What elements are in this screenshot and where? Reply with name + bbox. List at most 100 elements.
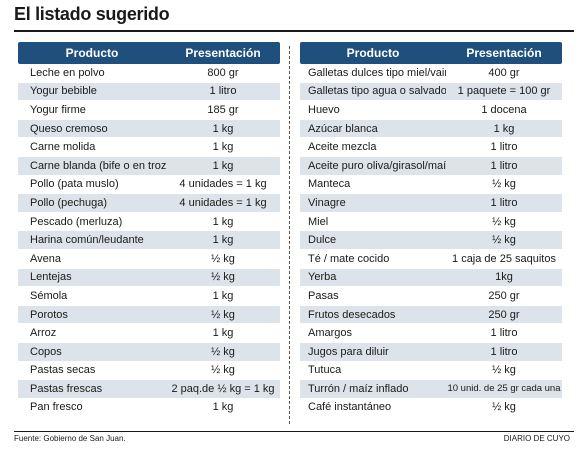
presentation-cell: ½ kg [492, 364, 516, 377]
table-row: Pollo (pechuga) 4 unidades = 1 kg [18, 194, 280, 213]
left-table-header: Producto Presentación [18, 42, 280, 64]
table-row: Turrón / maíz inflado 10 unid. de 25 gr c… [300, 380, 562, 399]
table-row: Té / mate cocido 1 caja de 25 saquitos [300, 250, 562, 269]
presentation-cell: 4 unidades = 1 kg [179, 178, 267, 191]
product-cell: Café instantáneo [308, 401, 392, 414]
table-row: Amargos 1 litro [300, 324, 562, 343]
presentation-cell: 1kg [495, 271, 513, 284]
product-cell: Yerba [308, 271, 337, 284]
product-cell: Dulce [308, 234, 337, 247]
presentation-cell: 1 paquete = 100 gr [457, 85, 551, 98]
presentation-cell: 1 kg [212, 234, 234, 247]
presentation-cell: ½ kg [211, 345, 235, 358]
table-row: Carne molida 1 kg [18, 138, 280, 157]
presentation-cell: 1 litro [209, 85, 237, 98]
product-cell: Vinagre [308, 196, 346, 209]
table-row: Carne blanda (bife o en trozo) 1 kg [18, 156, 280, 176]
left-table: Producto Presentación Leche en polvo 800 … [18, 42, 280, 418]
presentation-cell: ½ kg [211, 271, 235, 284]
table-row: Dulce ½ kg [300, 231, 562, 250]
table-row: Pollo (pata muslo) 4 unidades = 1 kg [18, 176, 280, 195]
table-row: Queso cremoso 1 kg [18, 119, 280, 139]
table-row: Avena ½ kg [18, 250, 280, 269]
product-cell: Pan fresco [30, 401, 83, 414]
table-row: Frutos desecados 250 gr [300, 305, 562, 325]
product-cell: Pastas secas [30, 364, 96, 377]
table-row: Sémola 1 kg [18, 287, 280, 306]
presentation-cell: 1 kg [212, 289, 234, 302]
presentation-cell: 1 kg [212, 159, 234, 172]
right-table: Producto Presentación Galletas dulces ti… [300, 42, 562, 418]
product-cell: Miel [308, 215, 329, 228]
table-row: Galletas dulces tipo miel/vainillas 400 g… [300, 64, 562, 83]
column-header-presentation: Presentación [185, 46, 261, 60]
product-cell: Sémola [30, 289, 68, 302]
table-row: Yogur bebible 1 litro [18, 82, 280, 102]
presentation-cell: 2 paq.de ½ kg = 1 kg [171, 382, 275, 395]
presentation-cell: 1 litro [490, 327, 518, 340]
presentation-cell: ½ kg [211, 252, 235, 265]
product-cell: Queso cremoso [30, 122, 108, 135]
product-cell: Jugos para diluir [308, 345, 389, 358]
presentation-cell: 1 litro [490, 141, 518, 154]
source-note: Fuente: Gobierno de San Juan. [14, 434, 126, 443]
table-row: Tutuca ½ kg [300, 362, 562, 381]
table-row: Harina común/leudante 1 kg [18, 231, 280, 250]
presentation-cell: ½ kg [211, 308, 235, 321]
product-cell: Pasas [308, 289, 339, 302]
column-header-product: Producto [346, 46, 400, 60]
right-table-body: Galletas dulces tipo miel/vainillas 400 g… [300, 64, 562, 418]
product-cell: Azúcar blanca [308, 122, 378, 135]
title-divider [14, 30, 574, 32]
product-cell: Lentejas [30, 271, 72, 284]
product-cell: Leche en polvo [30, 66, 105, 79]
table-row: Porotos ½ kg [18, 305, 280, 325]
product-cell: Carne molida [30, 141, 96, 154]
presentation-cell: 1 litro [490, 196, 518, 209]
table-row: Galletas tipo agua o salvado 1 paquete = … [300, 82, 562, 102]
table-row: Café instantáneo ½ kg [300, 399, 562, 418]
presentation-cell: 4 unidades = 1 kg [179, 196, 267, 209]
presentation-cell: 1 caja de 25 saquitos [452, 252, 556, 265]
table-row: Miel ½ kg [300, 213, 562, 232]
table-row: Aceite puro oliva/girasol/maíz 1 litro [300, 156, 562, 176]
presentation-cell: 1 kg [212, 215, 234, 228]
presentation-cell: ½ kg [492, 401, 516, 414]
product-cell: Pastas frescas [30, 382, 103, 395]
product-cell: Yogur firme [30, 103, 86, 116]
left-table-body: Leche en polvo 800 gr Yogur bebible 1 litro… [18, 64, 280, 418]
table-row: Yerba 1kg [300, 268, 562, 288]
table-row: Arroz 1 kg [18, 324, 280, 343]
product-cell: Pollo (pechuga) [30, 196, 108, 209]
publisher-credit: DIARIO DE CUYO [503, 434, 570, 443]
right-table-header: Producto Presentación [300, 42, 562, 64]
presentation-cell: ½ kg [492, 234, 516, 247]
product-cell: Té / mate cocido [308, 252, 390, 265]
presentation-cell: ½ kg [492, 215, 516, 228]
product-cell: Tutuca [308, 364, 342, 377]
product-cell: Manteca [308, 178, 351, 191]
footer-divider [14, 431, 574, 432]
table-row: Pastas frescas 2 paq.de ½ kg = 1 kg [18, 380, 280, 399]
table-row: Pescado (merluza) 1 kg [18, 213, 280, 232]
product-cell: Aceite mezcla [308, 141, 377, 154]
product-cell: Copos [30, 345, 62, 358]
product-cell: Carne blanda (bife o en trozo) [30, 159, 166, 172]
table-row: Azúcar blanca 1 kg [300, 119, 562, 139]
presentation-cell: 1 kg [212, 122, 234, 135]
presentation-cell: 800 gr [207, 66, 239, 79]
presentation-cell: 1 docena [481, 103, 527, 116]
presentation-cell: 400 gr [488, 66, 520, 79]
product-cell: Pollo (pata muslo) [30, 178, 119, 191]
table-row: Copos ½ kg [18, 342, 280, 362]
presentation-cell: 1 kg [212, 141, 234, 154]
table-row: Pan fresco 1 kg [18, 399, 280, 418]
table-row: Lentejas ½ kg [18, 268, 280, 288]
presentation-cell: 1 kg [212, 401, 234, 414]
product-cell: Yogur bebible [30, 85, 97, 98]
column-header-product: Producto [65, 46, 119, 60]
table-row: Yogur firme 185 gr [18, 101, 280, 120]
product-cell: Avena [30, 252, 61, 265]
presentation-cell: 250 gr [488, 308, 520, 321]
page-title: El listado sugerido [14, 4, 170, 24]
